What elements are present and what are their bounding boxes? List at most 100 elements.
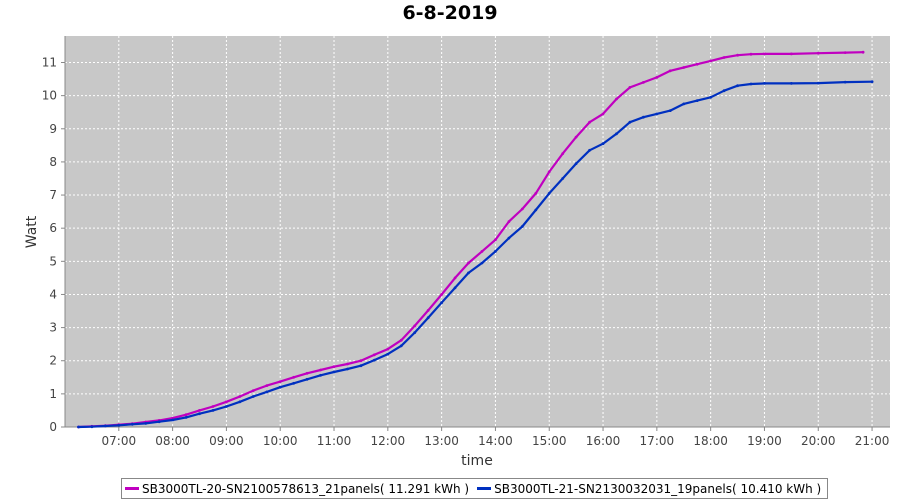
axis-ticks: 0 1 2 3 4 5 6 7 8 9 10 11 07:00 08:00 09:00 10:00 11:00 1… [42, 56, 890, 448]
series-1-point [843, 51, 847, 54]
series-2-point [157, 420, 161, 424]
series-2-point [171, 418, 175, 422]
series-2-point [278, 385, 282, 389]
x-tick-label: 16:00 [586, 434, 621, 448]
series-2-point [399, 344, 403, 348]
y-tick-label: 1 [49, 387, 57, 401]
series-2-point [588, 148, 591, 152]
series-2-point [319, 373, 322, 377]
y-tick-label: 8 [49, 155, 57, 169]
y-tick-label: 2 [49, 354, 57, 368]
series-lines [77, 50, 874, 429]
series-1-point [225, 400, 228, 404]
series-1-point [655, 76, 659, 79]
series-1-point [184, 413, 188, 417]
y-tick-label: 9 [49, 122, 57, 136]
legend: SB3000TL-20-SN2100578613_21panels( 11.29… [121, 478, 829, 499]
series-2-point [346, 367, 349, 371]
series-1-point [520, 207, 524, 211]
series-2-point [668, 109, 672, 112]
series-1-point [668, 69, 672, 73]
series-line-2 [78, 80, 873, 429]
series-2-point [655, 112, 659, 116]
series-2-point [480, 261, 484, 265]
series-1-point [816, 51, 820, 55]
series-1-point [642, 81, 645, 84]
x-axis-title: time [461, 453, 493, 469]
series-1-point [709, 59, 713, 63]
series-2-point [843, 80, 847, 84]
y-tick-label: 10 [42, 89, 57, 103]
series-2-point [265, 390, 269, 394]
series-2-point [642, 115, 645, 119]
x-tick-label: 18:00 [693, 434, 728, 448]
y-tick-label: 6 [49, 221, 57, 235]
series-2-point [561, 177, 565, 180]
series-1-point [359, 359, 363, 363]
series-1-point [695, 62, 699, 66]
series-1-point [198, 409, 201, 412]
series-1-point [588, 120, 591, 124]
legend-item-series-1: SB3000TL-20-SN2100578613_21panels( 11.29… [125, 482, 469, 496]
legend-swatch-series-2 [477, 487, 492, 490]
y-tick-label: 3 [49, 321, 57, 335]
series-2-point [251, 395, 255, 398]
series-1-point [628, 86, 632, 89]
series-1-point [467, 261, 470, 265]
series-2-point [386, 352, 390, 356]
series-2-point [225, 405, 228, 408]
series-1-point [386, 347, 390, 351]
legend-label-series-2: SB3000TL-21-SN2130032031_19panels( 10.41… [494, 481, 822, 496]
series-1-point [480, 250, 484, 253]
series-1-point [682, 66, 686, 69]
series-2-point [413, 331, 417, 334]
x-tick-label: 11:00 [317, 434, 352, 448]
series-2-point [547, 192, 551, 195]
series-2-point [790, 82, 793, 85]
series-1-point [440, 293, 443, 296]
series-1-point [319, 368, 322, 372]
series-2-point [440, 301, 443, 305]
series-2-point [359, 364, 363, 368]
series-2-point [198, 412, 201, 416]
y-tick-label: 11 [42, 56, 57, 70]
series-1-point [346, 362, 349, 366]
series-1-point [305, 371, 309, 375]
series-2-point [426, 316, 430, 320]
series-1-point [790, 52, 793, 56]
series-2-point [615, 132, 618, 136]
series-2-point [211, 409, 215, 412]
series-2-point [238, 400, 242, 404]
series-1-point [763, 52, 766, 56]
plot-area [65, 36, 890, 427]
series-2-point [292, 381, 296, 385]
x-tick-label: 21:00 [855, 434, 890, 448]
series-1-point [413, 324, 417, 328]
legend-label-series-1: SB3000TL-20-SN2100578613_21panels( 11.29… [142, 481, 470, 496]
legend-swatch-series-1 [125, 487, 139, 490]
series-2-point [628, 120, 632, 124]
series-2-point [709, 95, 713, 99]
grid-lines [65, 36, 890, 428]
series-2-point [763, 82, 766, 85]
x-tick-label: 20:00 [801, 434, 836, 448]
y-axis-title: Watt [24, 215, 40, 248]
series-2-point [682, 102, 686, 106]
series-2-point [534, 208, 538, 212]
series-line-1 [78, 51, 864, 429]
series-1-point [251, 389, 255, 392]
series-2-point [467, 271, 470, 275]
y-tick-label: 0 [49, 420, 57, 434]
series-2-point [130, 422, 134, 426]
series-1-point [373, 353, 376, 357]
series-1-point [426, 309, 430, 312]
series-2-point [453, 286, 457, 290]
series-1-point [507, 220, 511, 224]
y-tick-label: 4 [49, 287, 57, 301]
x-tick-label: 13:00 [424, 434, 459, 448]
series-2-point [574, 162, 578, 166]
series-2-point [144, 422, 148, 425]
series-1-point [534, 192, 538, 195]
series-2-point [736, 84, 739, 88]
series-2-point [870, 80, 874, 84]
